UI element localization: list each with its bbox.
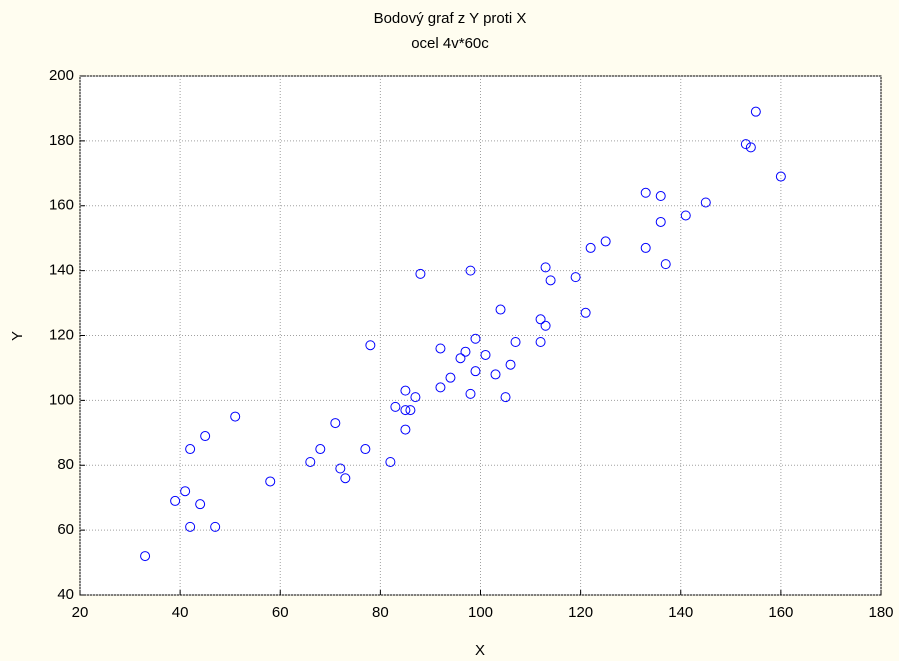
point [640,187,651,198]
point [435,382,446,393]
point [540,320,551,331]
y-tick-label: 100 [49,391,74,408]
point [580,307,591,318]
point [400,405,411,416]
point [140,551,151,562]
y-axis-label: Y [9,331,26,341]
point [680,210,691,221]
point [465,388,476,399]
point [700,197,711,208]
point [230,411,241,422]
y-tick-label: 140 [49,262,74,279]
point [585,242,596,253]
point [460,346,471,357]
x-tick-label: 100 [468,604,493,621]
point [500,392,511,403]
point [640,242,651,253]
point [360,444,371,455]
x-tick-label: 120 [568,604,593,621]
point [745,142,756,153]
x-tick-label: 160 [768,604,793,621]
point [535,314,546,325]
point [455,353,466,364]
chart-title: Bodový graf z Y proti X [374,10,527,27]
point [655,191,666,202]
x-axis-label: X [475,642,485,659]
point [385,457,396,468]
point [465,265,476,276]
y-tick-label: 200 [49,67,74,84]
point [365,340,376,351]
point [185,444,196,455]
x-tick-label: 20 [72,604,89,621]
point [180,486,191,497]
point [480,349,491,360]
point [750,106,761,117]
point [200,431,211,442]
point [600,236,611,247]
y-tick-label: 120 [49,326,74,343]
point [445,372,456,383]
point [490,369,501,380]
point [410,392,421,403]
point [470,333,481,344]
point [740,139,751,150]
point [330,418,341,429]
point [340,473,351,484]
point [655,216,666,227]
y-tick-label: 60 [57,521,74,538]
point [495,304,506,315]
point [170,495,181,506]
point [510,336,521,347]
point [470,366,481,377]
point [265,476,276,487]
point [405,405,416,416]
point [505,359,516,370]
point [305,457,316,468]
chart-subtitle: ocel 4v*60c [411,35,489,52]
x-tick-label: 140 [668,604,693,621]
point [335,463,346,474]
point [315,444,326,455]
point [390,401,401,412]
point [435,343,446,354]
point [570,272,581,283]
point [400,424,411,435]
point [195,499,206,510]
y-tick-label: 160 [49,197,74,214]
point [400,385,411,396]
y-tick-label: 40 [57,586,74,603]
x-tick-label: 180 [868,604,893,621]
point [775,171,786,182]
y-tick-label: 180 [49,132,74,149]
x-tick-label: 80 [372,604,389,621]
point [545,275,556,286]
point [535,336,546,347]
x-tick-label: 60 [272,604,289,621]
point [185,521,196,532]
y-tick-label: 80 [57,456,74,473]
point [660,259,671,270]
point [540,262,551,273]
point [210,521,221,532]
point [415,268,426,279]
x-tick-label: 40 [172,604,189,621]
